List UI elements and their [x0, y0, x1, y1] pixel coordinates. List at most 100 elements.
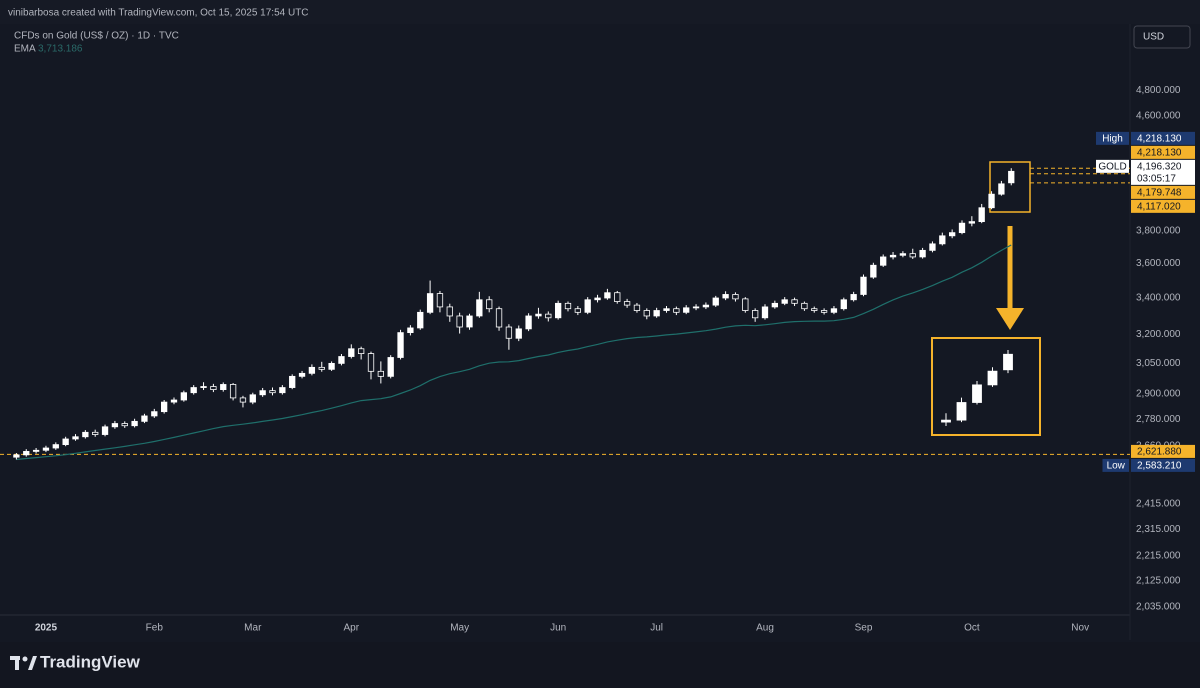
- x-tick-label: Sep: [855, 623, 873, 634]
- candle-body: [988, 193, 995, 209]
- candle-body: [889, 254, 897, 258]
- x-tick-label: Feb: [146, 623, 164, 634]
- currency-label[interactable]: USD: [1143, 32, 1164, 43]
- candle-body: [929, 243, 936, 251]
- price-marker-label: 4,218.130: [1137, 147, 1182, 158]
- candle-body: [880, 256, 887, 266]
- candle-body: [850, 294, 857, 301]
- candle-body: [673, 308, 680, 313]
- candle-body: [811, 308, 818, 311]
- candle-body: [495, 308, 503, 328]
- x-tick-label: Jun: [550, 623, 566, 634]
- candle-body: [387, 357, 394, 377]
- candle-body: [200, 386, 207, 388]
- candle-body: [289, 375, 296, 388]
- y-tick-label: 3,800.000: [1136, 226, 1181, 237]
- candle-body: [131, 420, 138, 427]
- y-tick-label: 3,050.000: [1136, 358, 1181, 369]
- candle-body: [1008, 170, 1015, 184]
- candle-body: [949, 232, 956, 237]
- candle-body: [377, 370, 385, 377]
- candle-body: [476, 299, 483, 317]
- candle-body: [298, 372, 306, 377]
- y-tick-label: 2,035.000: [1136, 602, 1181, 613]
- price-marker-tag-box: [1102, 458, 1129, 472]
- y-tick-label: 4,800.000: [1136, 85, 1181, 96]
- candle-body: [42, 447, 50, 451]
- candle-body: [683, 307, 690, 313]
- candle-body: [72, 436, 79, 440]
- x-tick-label: Mar: [244, 623, 262, 634]
- y-tick-label: 3,400.000: [1136, 293, 1181, 304]
- candle-body: [742, 298, 749, 311]
- price-marker-box: [1131, 131, 1195, 145]
- candle-body: [32, 449, 40, 452]
- candle-body: [229, 384, 237, 399]
- candle-body: [919, 249, 926, 258]
- candle-body: [220, 384, 227, 391]
- candle-body: [987, 370, 998, 386]
- candle-body: [525, 315, 532, 330]
- candle-body: [939, 235, 946, 245]
- brand-name: TradingView: [40, 652, 141, 671]
- candle-body: [1003, 353, 1013, 371]
- x-tick-label: Nov: [1071, 623, 1089, 634]
- candle-body: [279, 387, 286, 394]
- candle-body: [407, 327, 414, 334]
- candle-body: [180, 392, 188, 401]
- x-tick-label: Apr: [344, 623, 360, 634]
- candle-body: [92, 431, 99, 435]
- x-tick-label: Aug: [756, 623, 774, 634]
- price-marker-tag-box: [1096, 159, 1129, 173]
- ema-line: [16, 244, 1012, 461]
- ema-name: EMA: [14, 44, 36, 55]
- price-marker-label: 2,621.880: [1137, 447, 1182, 458]
- candle-body: [357, 348, 365, 354]
- price-marker-box: [1131, 145, 1195, 159]
- candle-body: [486, 299, 493, 310]
- candle-body: [62, 438, 69, 446]
- highlight-box: [989, 161, 1031, 213]
- candle-body: [663, 308, 670, 311]
- candle-body: [269, 390, 276, 394]
- price-marker-label: 4,218.130: [1137, 133, 1182, 144]
- candle-body: [348, 348, 355, 357]
- currency-button[interactable]: [1133, 25, 1191, 49]
- candle-body: [318, 366, 325, 370]
- candle-body: [732, 294, 739, 300]
- candle-body: [52, 444, 59, 449]
- candle-body: [426, 293, 434, 313]
- y-tick-label: 2,780.000: [1136, 414, 1181, 425]
- candle-body: [594, 297, 601, 301]
- candle-body: [170, 399, 178, 403]
- candle-body: [692, 306, 700, 309]
- x-tick-label: Oct: [964, 623, 980, 634]
- candle-body: [328, 362, 335, 370]
- candle-body: [82, 431, 89, 438]
- candle-body: [555, 302, 562, 319]
- candle-body: [978, 207, 985, 223]
- candle-body: [515, 328, 522, 339]
- price-marker-box: [1131, 159, 1195, 185]
- candle-body: [564, 302, 572, 310]
- candle-body: [712, 297, 719, 306]
- candle-body: [958, 222, 966, 234]
- y-tick-label: 2,125.000: [1136, 576, 1181, 587]
- candle-body: [604, 292, 611, 299]
- candle-body: [101, 426, 109, 435]
- candle-body: [338, 356, 345, 364]
- price-marker-label: 4,179.748: [1137, 187, 1182, 198]
- candle-body: [633, 304, 641, 311]
- candle-body: [121, 423, 128, 427]
- candle-body: [308, 366, 316, 374]
- candle-body: [249, 394, 256, 403]
- price-marker-tag: Low: [1107, 461, 1126, 472]
- candle-body: [584, 299, 591, 313]
- candle-body: [190, 387, 197, 394]
- candle-body: [702, 304, 710, 308]
- candle-body: [909, 253, 916, 258]
- y-tick-label: 2,315.000: [1136, 524, 1181, 535]
- candle-body: [141, 415, 148, 422]
- brand-logo: [10, 656, 37, 670]
